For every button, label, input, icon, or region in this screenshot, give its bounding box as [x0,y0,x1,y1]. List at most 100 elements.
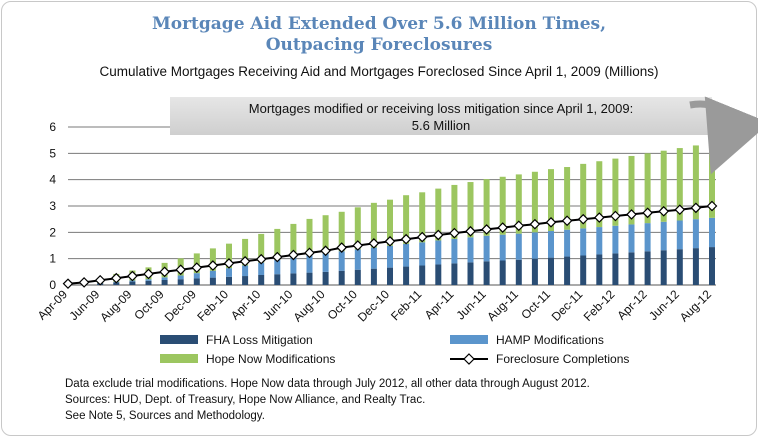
bar-hope-now-modifications [580,163,587,229]
bar-fha-loss-mitigation [709,247,715,285]
bar-hamp-modifications [580,228,587,256]
bar-fha-loss-mitigation [612,253,619,285]
x-tick-label: Aug-11 [484,287,521,324]
y-tick-label: 1 [49,252,56,266]
foreclosure-point [239,255,251,267]
bar-hamp-modifications [483,235,490,262]
bar-hamp-modifications [435,240,442,265]
bar-hope-now-modifications [338,211,345,252]
foreclosure-point [207,260,219,271]
bar-hope-now-modifications [515,174,522,234]
bar-hope-now-modifications [451,184,458,239]
bar-hamp-modifications [338,251,345,271]
bar-fha-loss-mitigation [193,278,200,285]
chart-title: Mortgage Aid Extended Over 5.6 Million T… [0,14,758,56]
bar-hamp-modifications [145,279,152,281]
bar-fha-loss-mitigation [596,254,603,285]
foreclosure-point [481,224,492,235]
x-tick-label: Dec-10 [355,287,392,324]
bar-fha-loss-mitigation [129,281,136,285]
bar-fha-loss-mitigation [531,258,538,285]
legend-swatch-fha [160,335,198,344]
foreclosure-point [577,213,589,225]
foreclosure-point [400,233,412,245]
bar-hope-now-modifications [419,192,426,243]
callout: Mortgages modified or receiving loss mit… [170,96,758,175]
foreclosure-point [94,274,106,286]
foreclosure-point [368,238,380,249]
chart-title-line-1: Mortgage Aid Extended Over 5.6 Million T… [151,14,607,34]
bar-hamp-modifications [193,273,200,279]
foreclosure-point [465,225,476,237]
foreclosure-point [674,204,686,216]
bar-fha-loss-mitigation [435,264,442,285]
y-tick-label: 6 [49,120,56,134]
foreclosure-point [336,242,348,253]
bar-fha-loss-mitigation [258,274,265,285]
bar-fha-loss-mitigation [419,265,426,285]
foreclosure-point [352,240,364,251]
bar-hope-now-modifications [209,248,216,271]
chart-title-line-2: Outpacing Foreclosures [265,35,493,55]
bar-hamp-modifications [354,249,361,270]
bar-hamp-modifications [467,237,474,263]
bar-hope-now-modifications [354,207,361,250]
x-tick-label: Apr-09 [35,287,71,323]
bar-fha-loss-mitigation [483,261,490,285]
foreclosure-point [706,200,718,212]
bar-hope-now-modifications [692,145,699,220]
bar-hope-now-modifications [290,223,297,258]
bar-hamp-modifications [258,262,265,275]
legend-label-fha: FHA Loss Mitigation [206,333,313,347]
foreclosure-point [561,215,573,227]
bar-fha-loss-mitigation [338,270,345,285]
bar-hope-now-modifications [564,167,571,230]
legend-label-hamp: HAMP Modifications [496,333,604,347]
x-tick-label: Oct-11 [518,287,553,322]
stacked-bars [65,137,715,285]
x-tick-label: Dec-09 [162,287,199,324]
bar-hamp-modifications [290,257,297,274]
foreclosure-point [658,205,670,217]
foreclosure-point [545,216,557,228]
x-tick-label: Aug-12 [677,287,714,324]
bar-fha-loss-mitigation [660,250,667,285]
chart-subtitle: Cumulative Mortgages Receiving Aid and M… [99,64,659,79]
x-tick-label: Feb-10 [194,287,231,324]
bar-hamp-modifications [531,232,538,259]
bar-fha-loss-mitigation [580,255,587,285]
bar-fha-loss-mitigation [628,252,635,285]
bar-fha-loss-mitigation [692,248,699,285]
foreclosure-line [62,200,718,290]
bar-hamp-modifications [306,255,313,273]
bar-hamp-modifications [499,234,506,261]
bar-hope-now-modifications [387,199,393,246]
bar-fha-loss-mitigation [387,267,393,285]
bar-fha-loss-mitigation [306,272,313,285]
bar-fha-loss-mitigation [644,251,651,285]
legend-swatch-hamp [450,335,488,344]
bar-fha-loss-mitigation [403,266,410,285]
foreclosure-point [127,270,138,282]
bar-hamp-modifications [242,265,249,277]
bar-hamp-modifications [387,245,393,268]
bar-hope-now-modifications [483,179,490,236]
bar-hope-now-modifications [467,182,474,238]
y-tick-label: 4 [49,173,56,187]
bar-hope-now-modifications [709,137,715,218]
x-tick-label: Feb-12 [581,287,618,324]
bar-fha-loss-mitigation [145,280,152,285]
bar-fha-loss-mitigation [548,257,554,285]
x-tick-label: Aug-10 [290,287,327,324]
x-tick-label: Feb-11 [388,287,424,323]
bar-hope-now-modifications [274,228,281,260]
bar-hope-now-modifications [628,155,635,225]
bar-hope-now-modifications [644,153,651,224]
foreclosure-point [642,207,653,219]
bar-fha-loss-mitigation [242,276,249,285]
foreclosure-point [626,209,637,220]
foreclosure-point [529,218,541,230]
bar-hamp-modifications [403,243,410,267]
foreclosure-point [610,210,621,222]
bar-hope-now-modifications [435,188,442,241]
